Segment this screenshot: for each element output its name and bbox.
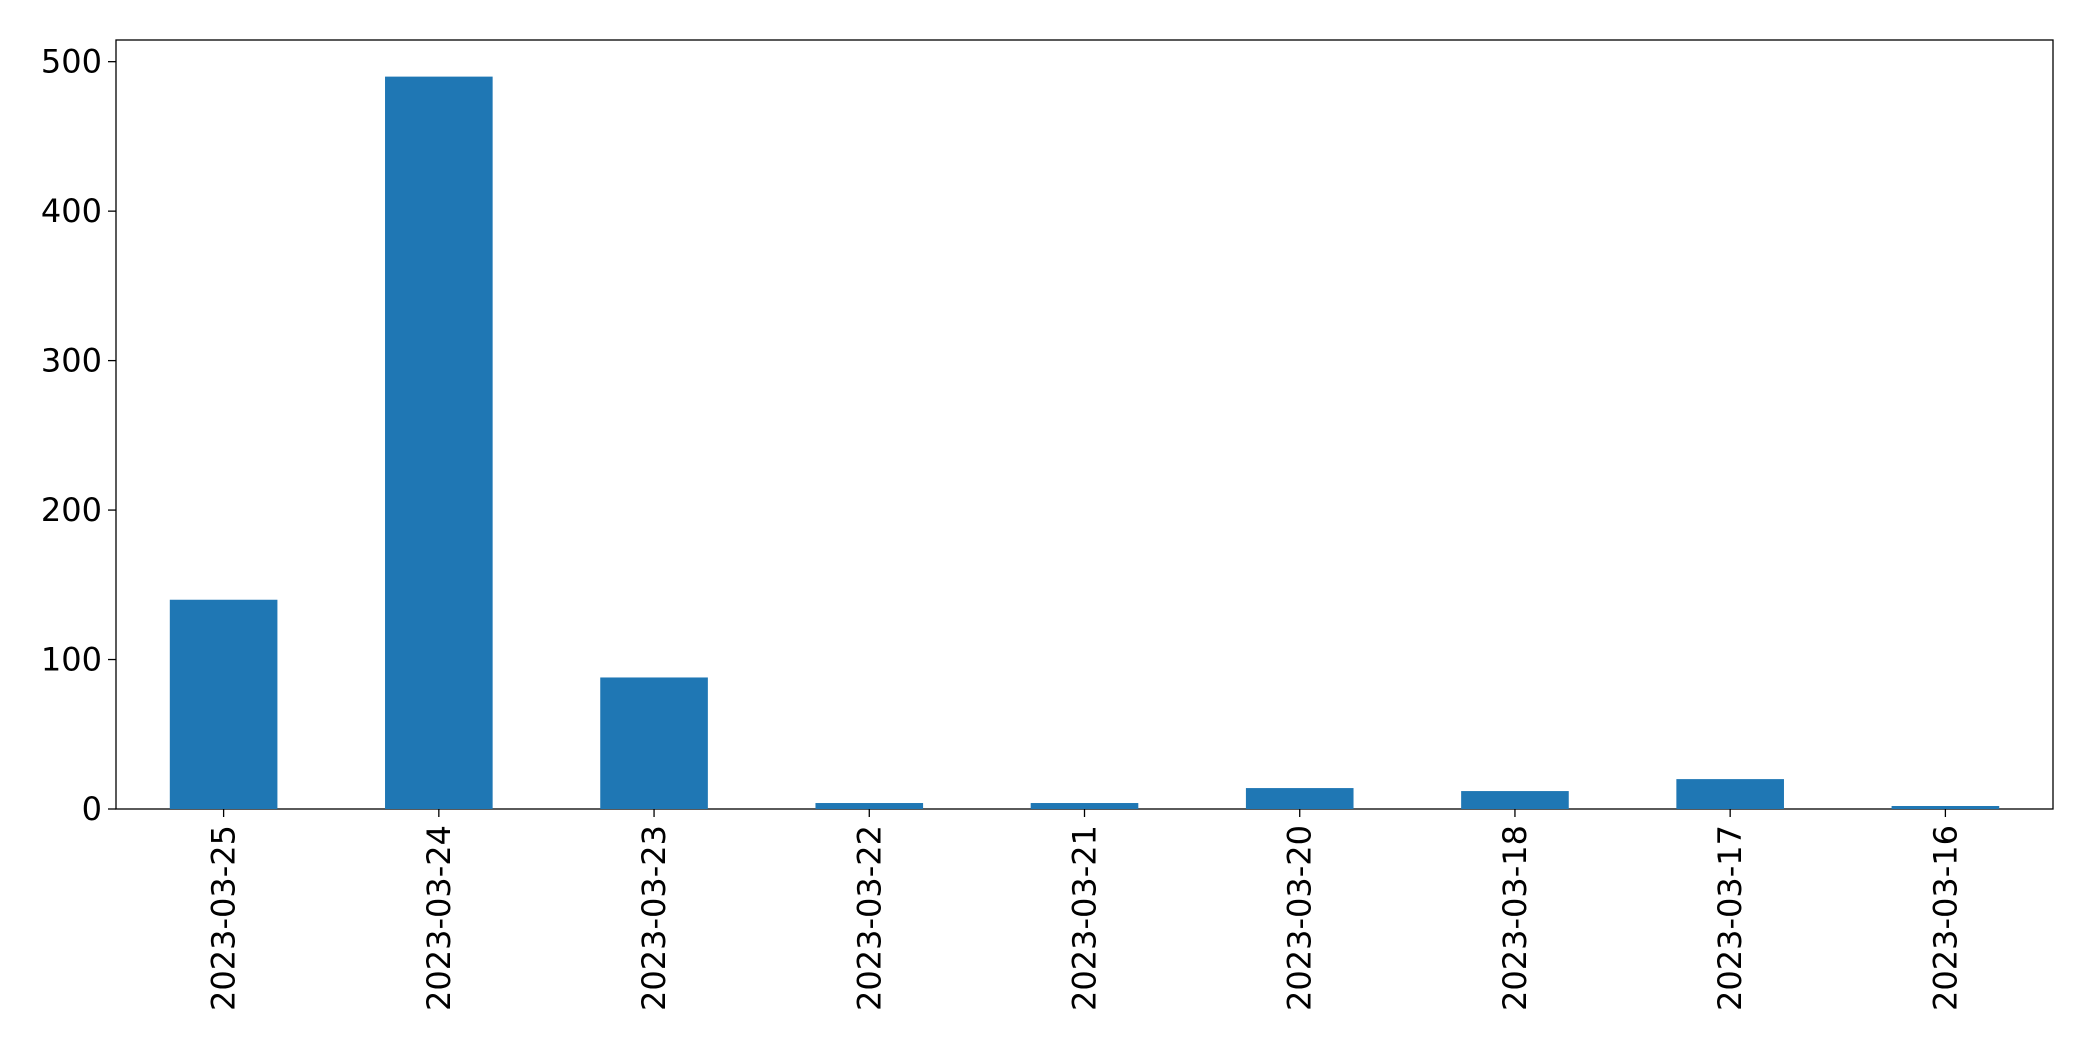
bar (1676, 779, 1784, 809)
y-tick-label: 500 (41, 43, 102, 81)
y-tick-label: 100 (41, 641, 102, 679)
x-tick-label: 2023-03-18 (1496, 825, 1534, 1011)
x-tick-label: 2023-03-25 (205, 825, 243, 1011)
x-tick-label: 2023-03-21 (1066, 825, 1104, 1011)
bar (815, 803, 924, 809)
bar (169, 599, 278, 809)
bar (1245, 788, 1354, 809)
y-tick-label: 0 (82, 790, 102, 828)
y-tick-label: 300 (41, 342, 102, 380)
bar (1461, 791, 1569, 809)
y-tick-label: 200 (41, 491, 102, 529)
x-tick-label: 2023-03-23 (635, 825, 673, 1011)
bar (600, 677, 708, 809)
x-tick-label: 2023-03-24 (420, 825, 458, 1011)
x-tick-label: 2023-03-17 (1711, 825, 1749, 1011)
y-tick-label: 400 (41, 192, 102, 230)
bar (1030, 803, 1139, 809)
bar (1891, 806, 2000, 809)
x-tick-label: 2023-03-20 (1281, 825, 1319, 1011)
x-tick-label: 2023-03-16 (1926, 825, 1964, 1011)
x-tick-label: 2023-03-22 (850, 825, 888, 1011)
bar (385, 76, 493, 810)
